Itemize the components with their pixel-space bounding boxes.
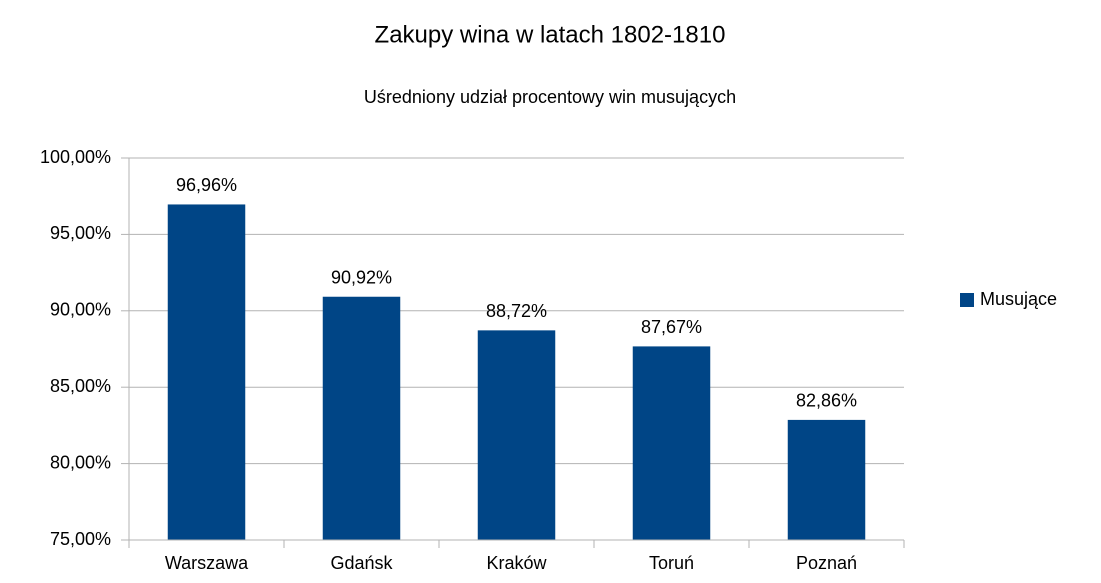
y-tick-label: 75,00% [50, 529, 111, 549]
legend-swatch [960, 293, 974, 307]
x-tick-label: Warszawa [165, 553, 249, 573]
y-tick-label: 100,00% [40, 147, 111, 167]
data-label: 82,86% [796, 391, 857, 411]
data-label: 87,67% [641, 317, 702, 337]
x-tick-label: Poznań [796, 553, 857, 573]
bar [787, 419, 866, 540]
chart-subtitle: Uśredniony udział procentowy win musując… [364, 87, 736, 107]
data-label: 88,72% [486, 301, 547, 321]
x-tick-label: Toruń [649, 553, 694, 573]
bar [167, 204, 246, 540]
bar [477, 330, 556, 540]
y-tick-label: 85,00% [50, 376, 111, 396]
bar [632, 346, 711, 540]
y-tick-label: 80,00% [50, 452, 111, 472]
x-tick-label: Gdańsk [330, 553, 393, 573]
bar [322, 296, 401, 540]
data-label: 90,92% [331, 267, 392, 287]
legend-label: Musujące [980, 289, 1057, 309]
data-label: 96,96% [176, 175, 237, 195]
y-tick-label: 95,00% [50, 223, 111, 243]
chart-title: Zakupy wina w latach 1802-1810 [375, 21, 726, 48]
x-tick-label: Kraków [486, 553, 547, 573]
y-tick-label: 90,00% [50, 300, 111, 320]
